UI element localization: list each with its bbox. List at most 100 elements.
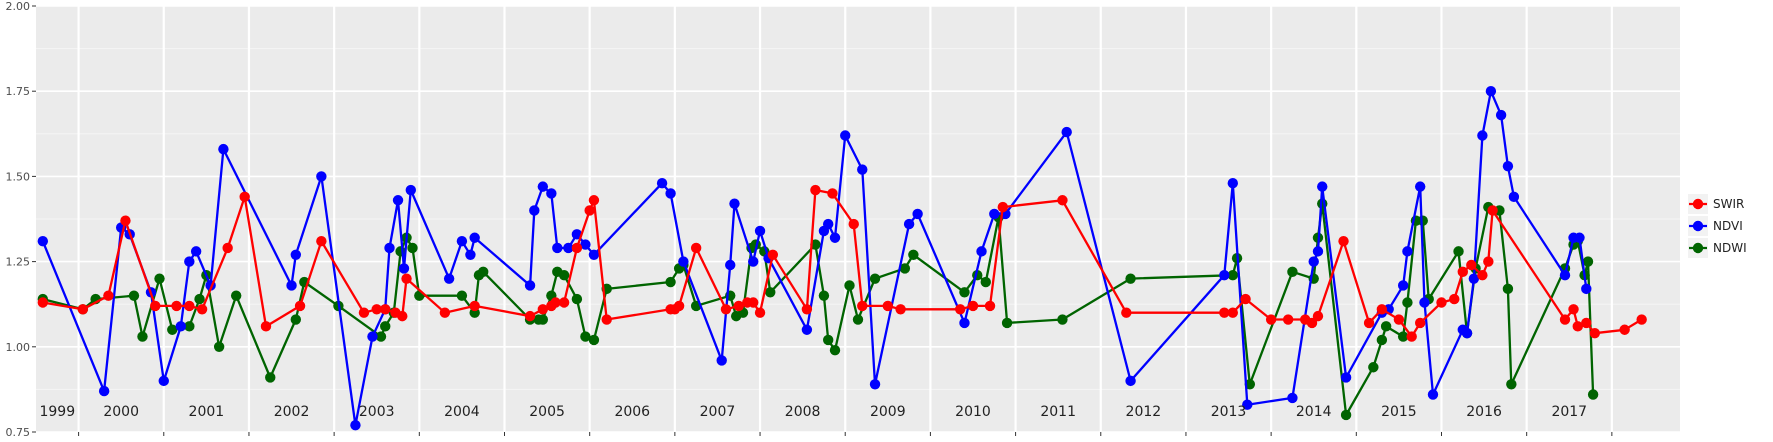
year-label: 2005 [529, 404, 565, 420]
data-point-swir [1572, 321, 1583, 332]
data-point-ndvi [384, 242, 395, 254]
data-point-ndvi [405, 184, 416, 196]
data-point-ndvi [286, 280, 297, 291]
year-label: 2004 [444, 404, 480, 420]
data-point-swir [673, 300, 685, 312]
y-tick-label: 1.00 [6, 341, 31, 354]
data-point-ndvi [1219, 270, 1230, 281]
data-point-swir [857, 300, 868, 312]
series-swir [37, 184, 1647, 342]
data-point-swir [601, 314, 612, 325]
data-point-swir [550, 297, 561, 308]
legend-key-point [1692, 198, 1704, 210]
data-point-swir [1466, 259, 1477, 271]
year-label: 2003 [359, 404, 395, 420]
data-point-ndwi [1506, 379, 1517, 390]
data-point-ndvi [840, 130, 851, 141]
data-point-swir [1265, 314, 1277, 325]
legend-item-ndwi: NDWI [1688, 238, 1747, 258]
data-point-swir [401, 273, 412, 284]
year-label: 2015 [1381, 404, 1417, 420]
data-point-ndwi [230, 290, 242, 301]
data-point-ndvi [1468, 273, 1480, 284]
data-point-swir [1393, 314, 1405, 325]
data-point-ndvi [1419, 297, 1430, 308]
data-point-ndvi [316, 171, 327, 182]
data-point-ndvi [1287, 392, 1298, 404]
data-point-swir [1240, 293, 1251, 305]
data-point-ndvi [1502, 160, 1514, 172]
year-label: 2008 [785, 404, 821, 420]
data-point-ndvi [1581, 283, 1592, 295]
data-point-swir [895, 304, 906, 315]
data-point-swir [1057, 195, 1068, 206]
data-point-ndvi [1397, 280, 1409, 291]
y-tick-label: 1.50 [6, 170, 31, 183]
data-point-ndwi [908, 249, 919, 260]
data-point-ndwi [980, 276, 991, 288]
data-point-ndwi [558, 270, 570, 281]
legend-label: NDWI [1713, 241, 1747, 255]
data-point-swir [848, 218, 859, 230]
data-point-ndvi [588, 249, 600, 260]
legend-item-swir: SWIR [1688, 194, 1744, 214]
data-point-ndvi [1125, 375, 1136, 387]
data-point-swir [1219, 307, 1230, 318]
data-point-ndwi [537, 314, 549, 325]
year-label: 2012 [1126, 404, 1162, 420]
data-point-swir [733, 300, 744, 312]
data-point-swir [524, 310, 536, 322]
data-point-swir [1487, 205, 1498, 216]
data-point-ndvi [716, 355, 727, 366]
data-point-swir [37, 297, 49, 308]
data-point-swir [1363, 317, 1375, 329]
data-point-ndvi [290, 249, 302, 260]
data-point-swir [1559, 314, 1571, 325]
data-point-swir [1568, 304, 1579, 315]
year-label: 2010 [955, 404, 991, 420]
data-point-swir [997, 201, 1009, 213]
data-point-swir [1589, 327, 1601, 339]
data-point-ndvi [563, 242, 574, 254]
data-point-swir [316, 235, 327, 247]
data-point-swir [955, 304, 966, 315]
data-point-ndvi [175, 321, 187, 332]
data-point-ndvi [754, 225, 766, 237]
data-point-ndwi [571, 293, 583, 305]
data-point-ndvi [1414, 181, 1426, 192]
data-point-ndwi [380, 321, 391, 332]
data-point-ndvi [98, 385, 110, 397]
series-ndvi [37, 86, 1592, 431]
data-point-ndwi [869, 273, 881, 284]
data-point-ndvi [37, 235, 49, 247]
legend-key-point [1692, 220, 1704, 232]
data-point-swir [1406, 331, 1417, 342]
y-tick-label: 1.75 [6, 85, 31, 98]
data-point-swir [260, 321, 272, 332]
data-point-ndwi [588, 334, 600, 346]
data-point-swir [1436, 297, 1447, 308]
data-point-ndwi [665, 276, 676, 288]
data-point-ndvi [1242, 399, 1253, 410]
data-point-ndwi [290, 314, 302, 325]
data-point-ndwi [1001, 317, 1013, 329]
data-point-ndvi [1508, 191, 1520, 203]
data-point-ndvi [456, 235, 468, 247]
data-point-swir [222, 242, 233, 254]
data-point-swir [767, 249, 779, 260]
data-point-swir [358, 307, 370, 318]
data-point-swir [1121, 307, 1132, 318]
year-label: 1999 [39, 404, 75, 420]
data-point-ndwi [822, 334, 834, 346]
data-point-ndwi [829, 345, 841, 356]
data-point-swir [397, 310, 408, 322]
data-point-ndwi [959, 287, 970, 298]
data-point-ndvi [1485, 86, 1497, 97]
data-point-ndvi [912, 208, 923, 220]
data-point-ndvi [989, 208, 1000, 220]
data-point-swir [1457, 266, 1468, 278]
data-point-ndvi [1574, 232, 1585, 243]
data-point-ndvi [1495, 109, 1507, 121]
data-point-ndvi [158, 375, 169, 387]
axis-layer: 0.75 1.00 1.25 1.50 1.75 2.00 1999 2000 2001 2002… [6, 0, 1613, 439]
